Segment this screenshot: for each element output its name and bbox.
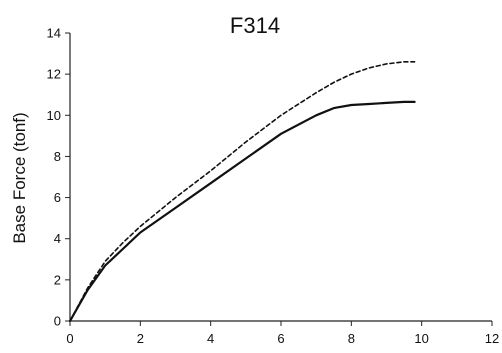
y-tick-label: 8 [54, 149, 61, 164]
series-line-dashed [69, 61, 416, 322]
y-tick-label: 14 [47, 26, 61, 41]
x-tick-label: 10 [414, 331, 428, 346]
x-tick-label: 2 [137, 331, 144, 346]
y-axis-label: Base Force (tonf) [10, 112, 29, 243]
x-tick-label: 6 [277, 331, 284, 346]
y-tick-label: 0 [54, 314, 61, 329]
y-tick-label: 6 [54, 190, 61, 205]
x-tick-label: 4 [207, 331, 214, 346]
y-tick-label: 2 [54, 272, 61, 287]
y-tick-label: 10 [47, 108, 61, 123]
x-tick-label: 12 [485, 331, 499, 346]
ticks: 0 2 4 6 8 10 12 14 0 2 4 6 8 10 12 [47, 26, 500, 347]
chart-title: F314 [230, 13, 280, 38]
plot-area [68, 61, 416, 323]
y-tick-label: 12 [47, 67, 61, 82]
series-line-solid [68, 100, 416, 323]
x-tick-label: 8 [348, 331, 355, 346]
x-tick-label: 0 [66, 331, 73, 346]
axes [69, 33, 492, 322]
y-tick-label: 4 [54, 231, 61, 246]
